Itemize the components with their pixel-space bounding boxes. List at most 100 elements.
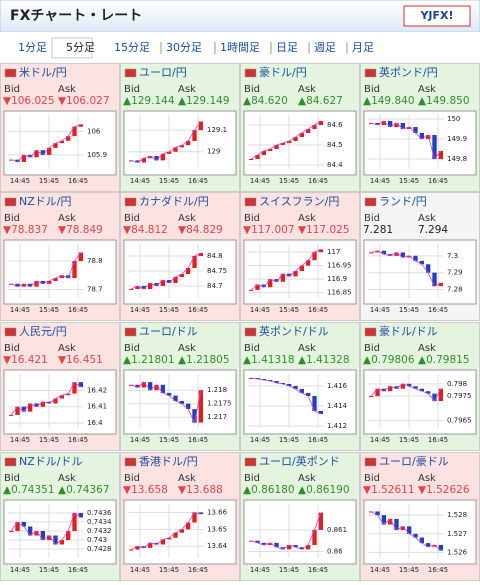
- pair-name[interactable]: ユーロ/英ポンド: [259, 454, 340, 468]
- pair-name[interactable]: カナダドル/円: [139, 194, 209, 208]
- candle: [135, 160, 140, 163]
- chart-box: [363, 369, 477, 435]
- candle: [413, 386, 418, 389]
- candle: [287, 384, 292, 386]
- bid-label: Bid: [4, 343, 20, 354]
- candle: [21, 406, 26, 412]
- ask-label: Ask: [418, 343, 436, 354]
- candle: [135, 384, 140, 388]
- chart-box: [3, 499, 117, 565]
- pair-name[interactable]: 豪ドル/円: [259, 65, 307, 79]
- y-tick-label: 7.29: [447, 269, 463, 277]
- pair-name[interactable]: 英ポンド/ドル: [259, 324, 329, 338]
- bid-value: ▲1.21801: [123, 354, 175, 366]
- candle: [299, 547, 304, 550]
- x-tick-label: 16:45: [188, 566, 208, 574]
- tab[interactable]: 月足: [352, 41, 374, 54]
- pair-name[interactable]: 英ポンド/円: [379, 65, 438, 79]
- tab[interactable]: 30分足: [166, 41, 202, 54]
- candle: [438, 151, 443, 159]
- average-line: [370, 383, 442, 402]
- bid-label: Bid: [124, 473, 140, 484]
- candle: [388, 254, 393, 256]
- logo-box[interactable]: [403, 5, 471, 27]
- candle: [40, 280, 45, 284]
- pair-name[interactable]: NZドル/円: [19, 195, 71, 208]
- pair-name[interactable]: スイスフラン/円: [259, 195, 339, 208]
- y-tick-label: 0.798: [447, 380, 467, 388]
- pair-name[interactable]: 人民元/円: [19, 325, 67, 338]
- bid-value: ▲149.840: [363, 95, 415, 107]
- pair-name[interactable]: 豪ドル/ドル: [379, 324, 438, 338]
- candle: [141, 546, 146, 548]
- candle: [394, 386, 399, 389]
- candle: [419, 260, 424, 265]
- y-tick-label: 1.2175: [207, 400, 232, 408]
- candle: [255, 284, 260, 290]
- x-tick-label: 15:45: [399, 177, 419, 185]
- bid-value: ▲84.620: [243, 95, 288, 107]
- bid-label: Bid: [4, 84, 20, 95]
- pair-name[interactable]: ランド/円: [379, 195, 427, 208]
- tab[interactable]: 1時間足: [220, 41, 260, 54]
- candle: [419, 133, 424, 139]
- bid-label: Bid: [244, 213, 260, 224]
- pair-name[interactable]: ユーロ/ドル: [139, 325, 198, 338]
- candle: [394, 518, 399, 531]
- candle: [47, 535, 52, 540]
- y-tick-label: 0.861: [327, 526, 347, 534]
- y-tick-label: 106: [87, 127, 101, 135]
- candle: [426, 543, 431, 547]
- y-tick-label: 1.218: [207, 386, 227, 394]
- average-line: [371, 120, 442, 160]
- y-tick-label: 84.8: [207, 252, 223, 260]
- pair-name[interactable]: ユーロ/豪ドル: [379, 454, 449, 468]
- pair-name[interactable]: ユーロ/円: [139, 66, 187, 79]
- candle: [9, 283, 14, 285]
- ask-value: ▼117.025: [298, 224, 350, 236]
- candle: [287, 141, 292, 143]
- pair-name[interactable]: 米ドル/円: [19, 66, 67, 79]
- y-tick-label: 129.1: [207, 126, 227, 134]
- pair-name[interactable]: 香港ドル/円: [139, 455, 198, 468]
- ask-label: Ask: [418, 473, 436, 484]
- x-tick-label: 15:45: [39, 177, 59, 185]
- candle: [318, 121, 323, 125]
- x-tick-label: 15:45: [399, 566, 419, 574]
- candle: [293, 545, 298, 548]
- candle: [299, 265, 304, 271]
- candle: [28, 154, 33, 158]
- ask-label: Ask: [298, 84, 316, 95]
- logo[interactable]: YJFX!: [419, 9, 453, 22]
- candle: [400, 123, 405, 129]
- x-tick-label: 15:45: [279, 177, 299, 185]
- tab[interactable]: 5分足: [66, 41, 95, 54]
- candle: [318, 249, 323, 253]
- candle: [274, 542, 279, 548]
- candle: [192, 256, 197, 268]
- pair-name[interactable]: NZドル/ドル: [19, 455, 82, 468]
- y-tick-label: 84.5: [327, 141, 343, 149]
- y-tick-label: 149.9: [447, 135, 467, 143]
- x-tick-label: 15:45: [279, 436, 299, 444]
- x-tick-label: 15:45: [159, 566, 179, 574]
- candle: [261, 151, 266, 155]
- candle: [318, 512, 323, 530]
- candle: [249, 378, 254, 379]
- x-tick-label: 14:45: [10, 436, 30, 444]
- tab[interactable]: 日足: [276, 41, 298, 54]
- y-tick-label: 0.86: [327, 548, 343, 556]
- candle: [167, 537, 172, 540]
- flag-icon: [364, 327, 377, 337]
- tab[interactable]: 週足: [314, 41, 336, 54]
- bid-value: ▲0.79806: [363, 354, 415, 366]
- candle: [173, 277, 178, 283]
- candle: [173, 532, 178, 538]
- candle: [375, 123, 380, 125]
- tab[interactable]: 1分足: [18, 41, 47, 54]
- tab[interactable]: 15分足: [114, 41, 150, 54]
- x-tick-label: 16:45: [68, 306, 88, 314]
- tab-selected[interactable]: [51, 37, 93, 59]
- y-tick-label: 0.7428: [87, 545, 112, 553]
